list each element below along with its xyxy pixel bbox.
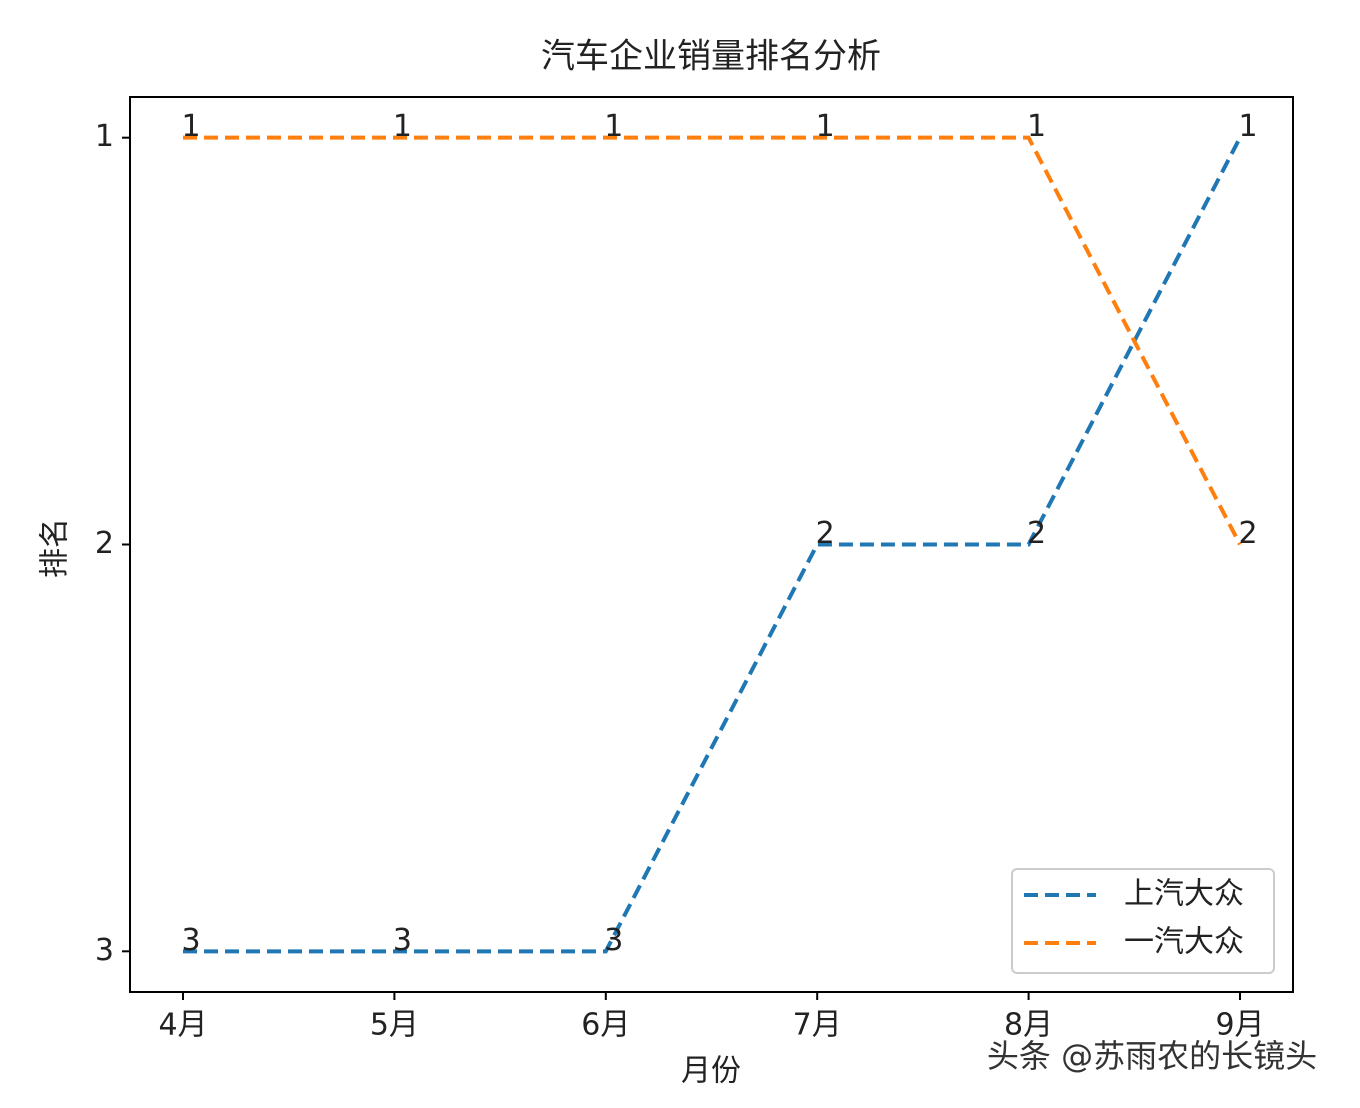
data-label: 1 — [604, 109, 623, 144]
legend-label: 一汽大众 — [1124, 925, 1244, 960]
legend-label: 上汽大众 — [1124, 877, 1244, 912]
data-label: 1 — [393, 109, 412, 144]
line-series — [183, 136, 1242, 954]
data-label: 3 — [604, 923, 623, 958]
y-tick-label: 1 — [95, 119, 114, 154]
x-tick-label: 7月 — [793, 1008, 842, 1043]
line-series — [183, 135, 1242, 546]
x-tick-label: 8月 — [1004, 1008, 1053, 1043]
data-label: 1 — [1238, 109, 1257, 144]
plot-frame — [129, 96, 1294, 993]
data-label: 2 — [1238, 516, 1257, 551]
x-tick-label: 5月 — [370, 1008, 419, 1043]
y-tick-label: 3 — [95, 933, 114, 968]
data-label: 2 — [1027, 516, 1046, 551]
y-axis-label: 排名 — [38, 518, 73, 578]
data-label: 2 — [816, 516, 835, 551]
data-label: 1 — [816, 109, 835, 144]
x-axis-label: 月份 — [681, 1054, 741, 1089]
data-label: 3 — [181, 923, 200, 958]
x-tick-label: 4月 — [158, 1008, 207, 1043]
data-label: 1 — [181, 109, 200, 144]
watermark: 头条 @苏雨农的长镜头 — [987, 1037, 1317, 1075]
data-label: 1 — [1027, 109, 1046, 144]
y-tick-label: 2 — [95, 526, 114, 561]
data-label: 3 — [393, 923, 412, 958]
chart-title: 汽车企业销量排名分析 — [541, 37, 881, 77]
x-tick-label: 9月 — [1215, 1008, 1264, 1043]
x-tick-label: 6月 — [581, 1008, 630, 1043]
